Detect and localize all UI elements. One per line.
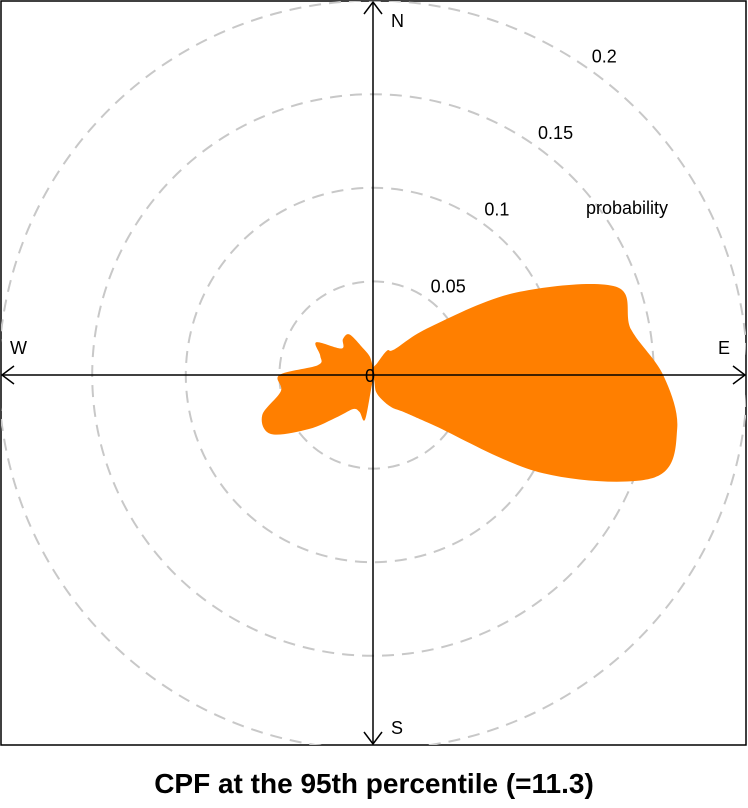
data-layer [261,283,678,482]
direction-label-e: E [718,338,730,358]
radial-axis-label: probability [586,198,668,218]
direction-label-w: W [10,338,27,358]
radial-tick-label: 0.15 [538,123,573,143]
direction-label-s: S [391,718,403,738]
radial-tick-label: 0.2 [592,46,617,66]
radial-tick-label: 0.1 [484,200,509,220]
east-arrowhead [732,365,747,385]
direction-label-n: N [391,11,404,31]
cpf-area [261,283,678,482]
labels: N S W E 0 0.05 0.1 0.15 0.2 probability [10,11,730,738]
axes [0,0,747,746]
north-arrowhead [363,0,383,15]
radial-tick-label: 0.05 [431,276,466,296]
chart-title: CPF at the 95th percentile (=11.3) [154,768,594,799]
west-arrowhead [0,365,15,385]
center-label: 0 [365,366,375,386]
south-arrowhead [363,731,383,746]
